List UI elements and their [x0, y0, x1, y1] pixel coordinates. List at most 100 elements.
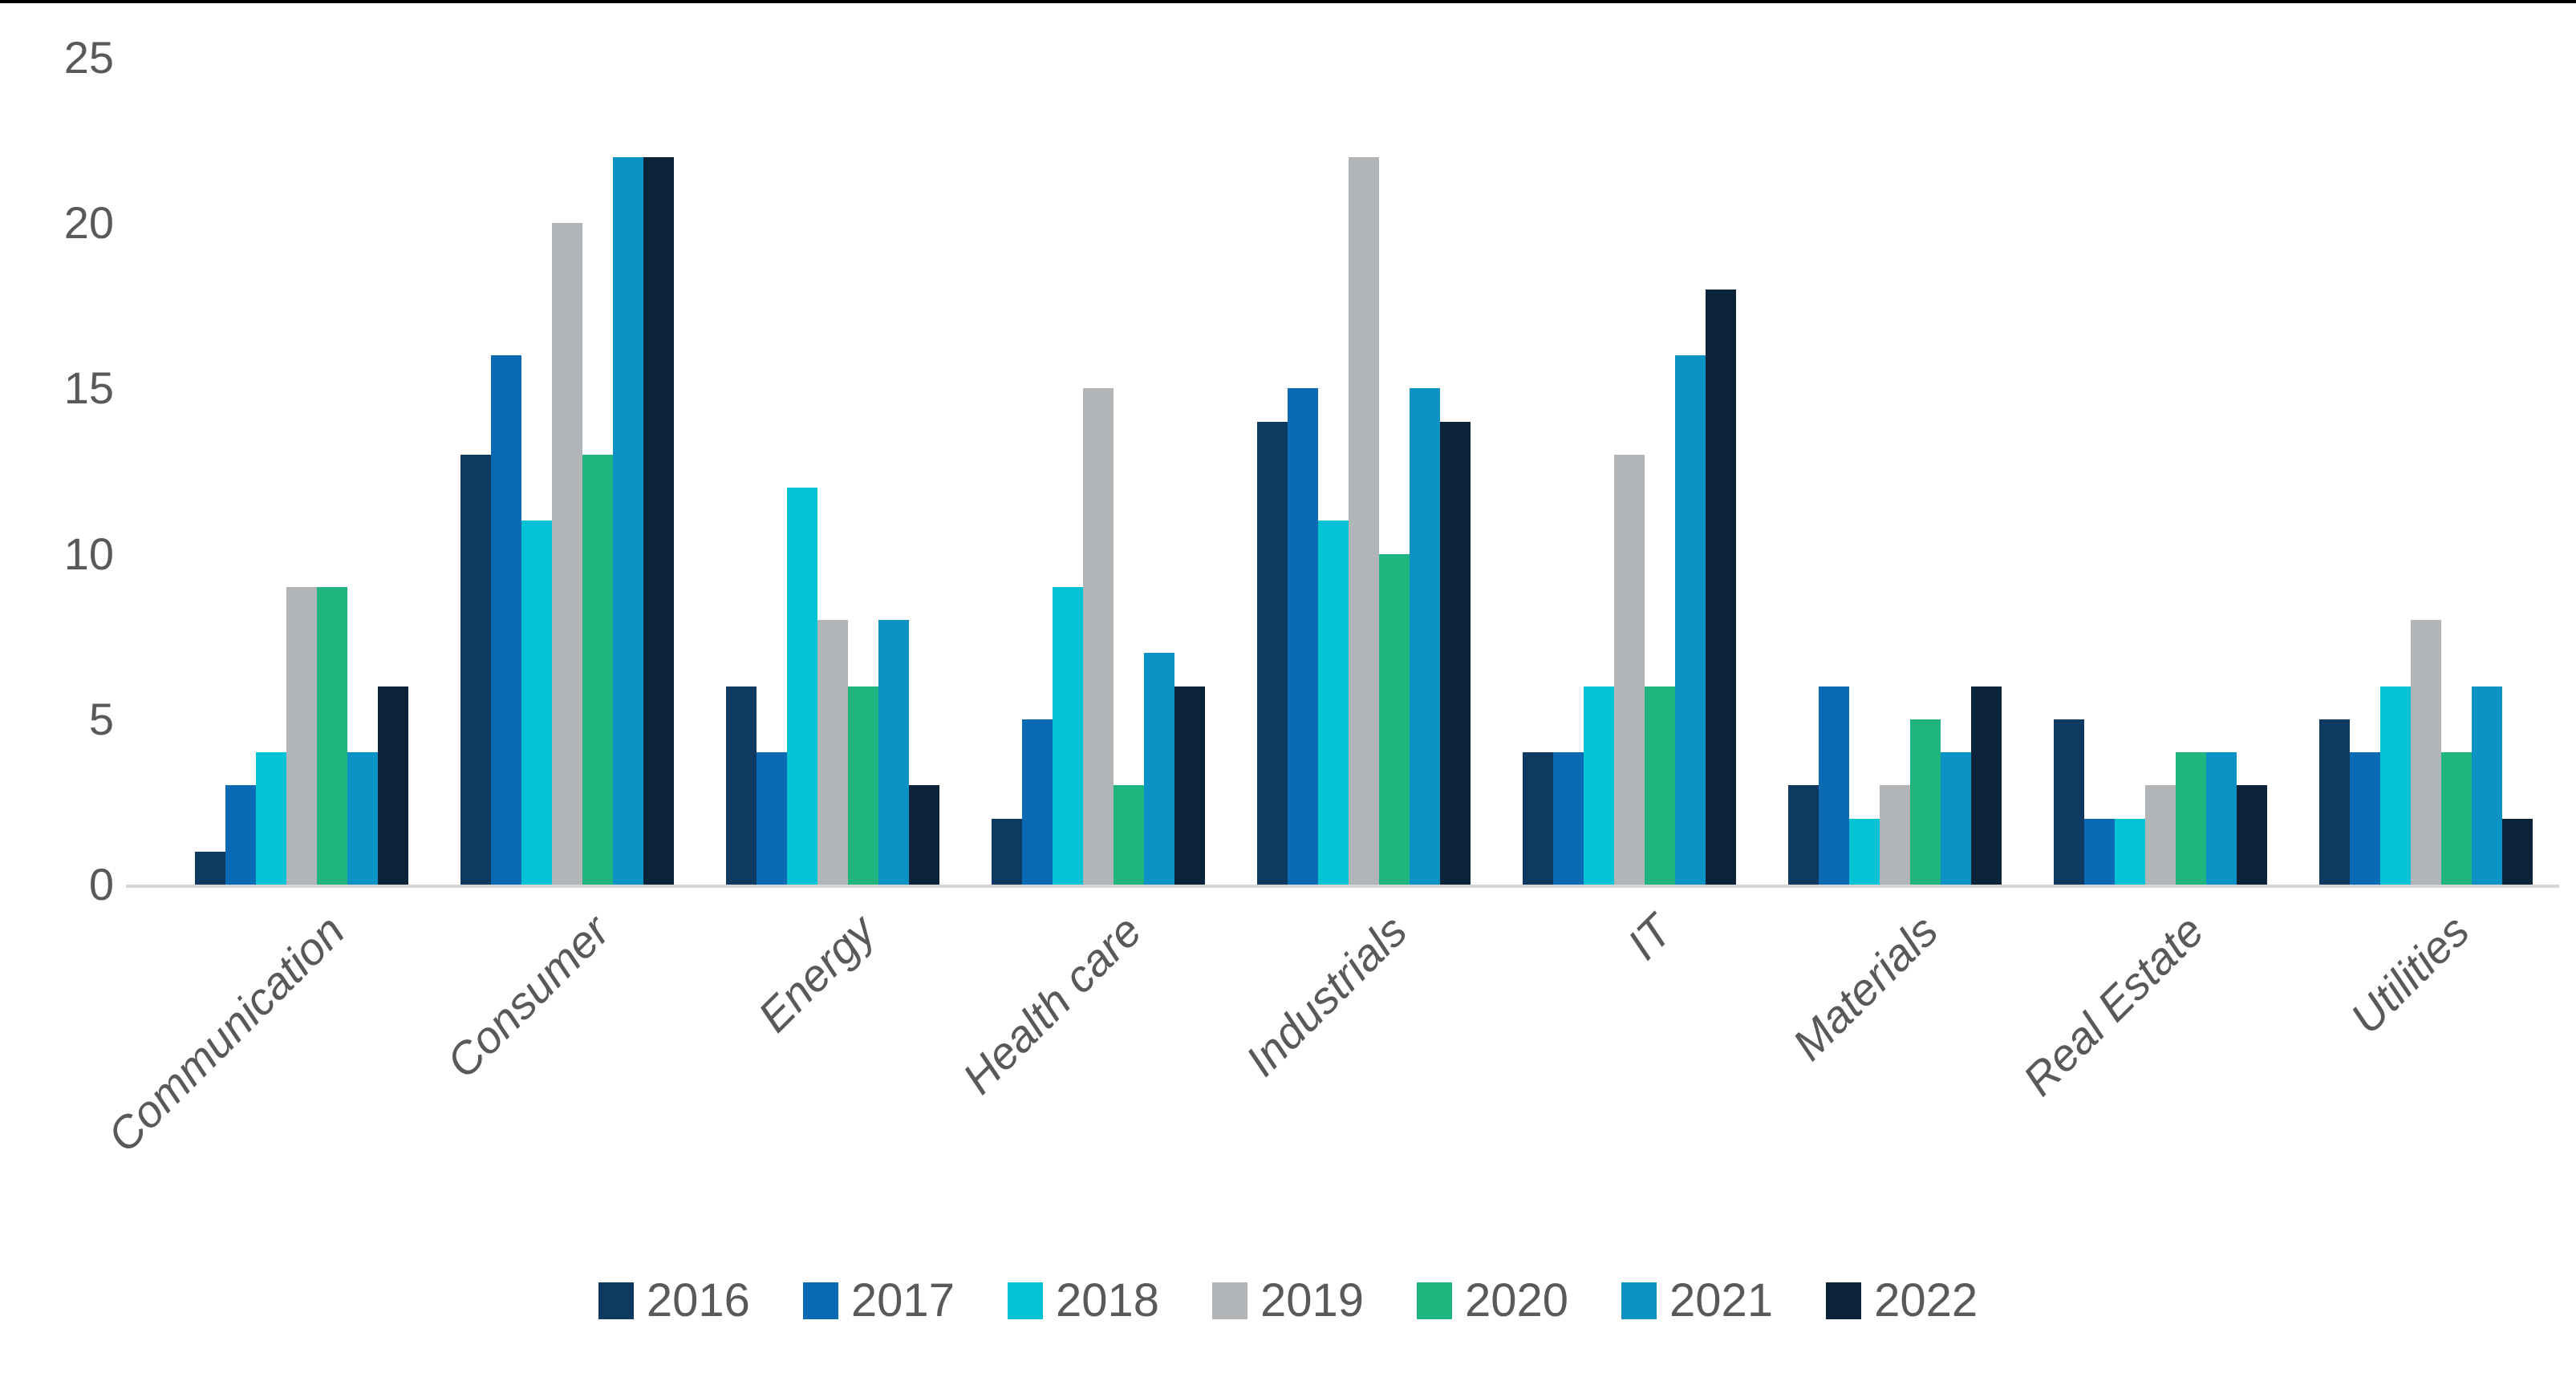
legend-swatch-2016: [598, 1282, 634, 1319]
bar-2022-communication: [377, 686, 408, 885]
legend-label-2021: 2021: [1669, 1274, 1774, 1326]
bar-2017-real-estate: [2084, 818, 2116, 885]
legend-swatch-2018: [1007, 1282, 1043, 1319]
legend-swatch-2017: [802, 1282, 838, 1319]
legend-item-2018: 2018: [1007, 1274, 1159, 1327]
legend-label-2017: 2017: [850, 1274, 955, 1326]
bar-2020-health-care: [1113, 785, 1144, 885]
legend-item-2022: 2022: [1826, 1274, 1978, 1327]
bar-2018-real-estate: [2115, 818, 2146, 885]
bar-2017-utilities: [2350, 752, 2381, 885]
legend: 2016 2017 2018 2019 2020 2021 2022: [0, 1274, 2576, 1327]
bar-2020-consumer: [582, 454, 613, 885]
bar-2016-materials: [1788, 785, 1819, 885]
legend-label-2020: 2020: [1465, 1274, 1569, 1326]
bar-group-consumer: [434, 58, 700, 885]
bar-2016-real-estate: [2054, 719, 2085, 885]
bar-2016-energy: [725, 686, 757, 885]
x-category-label-text: Energy: [748, 905, 886, 1042]
x-axis-line: [126, 885, 2559, 888]
bar-2020-it: [1645, 686, 1676, 885]
bar-2016-communication: [194, 851, 225, 885]
bar-2018-utilities: [2380, 686, 2412, 885]
bar-2022-industrials: [1439, 421, 1471, 885]
x-category-label-text: Materials: [1783, 905, 1948, 1070]
bar-2019-energy: [817, 620, 848, 885]
bar-2021-communication: [347, 752, 378, 885]
bar-2021-it: [1675, 355, 1706, 885]
x-category-label-text: IT: [1617, 905, 1682, 970]
bar-2019-communication: [286, 586, 317, 885]
x-category-label-text: Utilities: [2340, 905, 2479, 1043]
bar-group-utilities: [2294, 58, 2559, 885]
x-category-label-text: Real Estate: [2013, 905, 2213, 1105]
bar-2018-health-care: [1052, 586, 1083, 885]
x-category-label-text: Consumer: [436, 905, 619, 1087]
bar-2019-real-estate: [2145, 785, 2176, 885]
plot-area: [168, 58, 2559, 885]
bar-2022-consumer: [643, 156, 674, 885]
legend-item-2016: 2016: [598, 1274, 750, 1327]
legend-swatch-2020: [1417, 1282, 1453, 1319]
legend-label-2022: 2022: [1874, 1274, 1978, 1326]
x-category-label-text: Industrials: [1235, 905, 1417, 1086]
y-tick-label-15: 15: [63, 362, 114, 414]
bar-2022-real-estate: [2237, 785, 2268, 885]
bar-group-materials: [1763, 58, 2028, 885]
x-category-label-text: Health care: [952, 905, 1151, 1104]
bar-2021-materials: [1941, 752, 1972, 885]
x-category-label-text: Communication: [97, 905, 354, 1162]
bar-2020-energy: [847, 686, 878, 885]
bar-2018-energy: [786, 488, 817, 885]
bar-2020-industrials: [1378, 553, 1410, 885]
bar-2019-materials: [1880, 785, 1911, 885]
legend-item-2021: 2021: [1621, 1274, 1773, 1327]
legend-item-2019: 2019: [1211, 1274, 1365, 1327]
bar-2020-utilities: [2441, 752, 2473, 885]
bar-2018-materials: [1849, 818, 1880, 885]
y-tick-label-25: 25: [63, 32, 114, 83]
bar-2022-health-care: [1174, 686, 1205, 885]
legend-label-2016: 2016: [646, 1274, 750, 1326]
y-tick-label-0: 0: [88, 859, 114, 909]
bar-2017-health-care: [1021, 719, 1053, 885]
bar-group-industrials: [1231, 58, 1496, 885]
bar-2017-materials: [1819, 686, 1850, 885]
bar-2017-industrials: [1287, 388, 1318, 885]
bar-2019-it: [1614, 454, 1645, 885]
bar-2019-consumer: [551, 223, 582, 885]
bar-2022-utilities: [2502, 818, 2533, 885]
bar-2019-health-care: [1082, 388, 1114, 885]
bar-2016-health-care: [991, 818, 1022, 885]
bar-2022-it: [1706, 289, 1737, 885]
bar-group-energy: [700, 58, 965, 885]
bar-2016-it: [1523, 752, 1554, 885]
legend-swatch-2021: [1621, 1282, 1657, 1319]
legend-swatch-2019: [1211, 1282, 1247, 1319]
bar-group-communication: [168, 58, 434, 885]
bar-2019-utilities: [2411, 620, 2442, 885]
y-tick-label-5: 5: [88, 693, 114, 744]
bar-2021-health-care: [1143, 653, 1174, 885]
legend-item-2017: 2017: [802, 1274, 955, 1327]
bar-2018-communication: [255, 752, 286, 885]
bar-2022-materials: [1971, 686, 2002, 885]
bar-2021-real-estate: [2206, 752, 2237, 885]
bar-2021-energy: [878, 620, 909, 885]
bar-2017-it: [1553, 752, 1584, 885]
y-tick-label-10: 10: [63, 528, 114, 579]
bar-2020-communication: [316, 586, 347, 885]
bar-2021-industrials: [1409, 388, 1440, 885]
bar-2016-utilities: [2319, 719, 2351, 885]
bar-2017-energy: [756, 752, 787, 885]
top-border-line: [0, 0, 2576, 3]
legend-label-2019: 2019: [1260, 1274, 1365, 1326]
bar-2019-industrials: [1348, 156, 1379, 885]
bar-2020-materials: [1910, 719, 1941, 885]
bar-2018-it: [1584, 686, 1615, 885]
bar-2017-consumer: [490, 355, 521, 885]
bar-group-health-care: [965, 58, 1231, 885]
bar-group-it: [1497, 58, 1763, 885]
bar-2022-energy: [908, 785, 939, 885]
